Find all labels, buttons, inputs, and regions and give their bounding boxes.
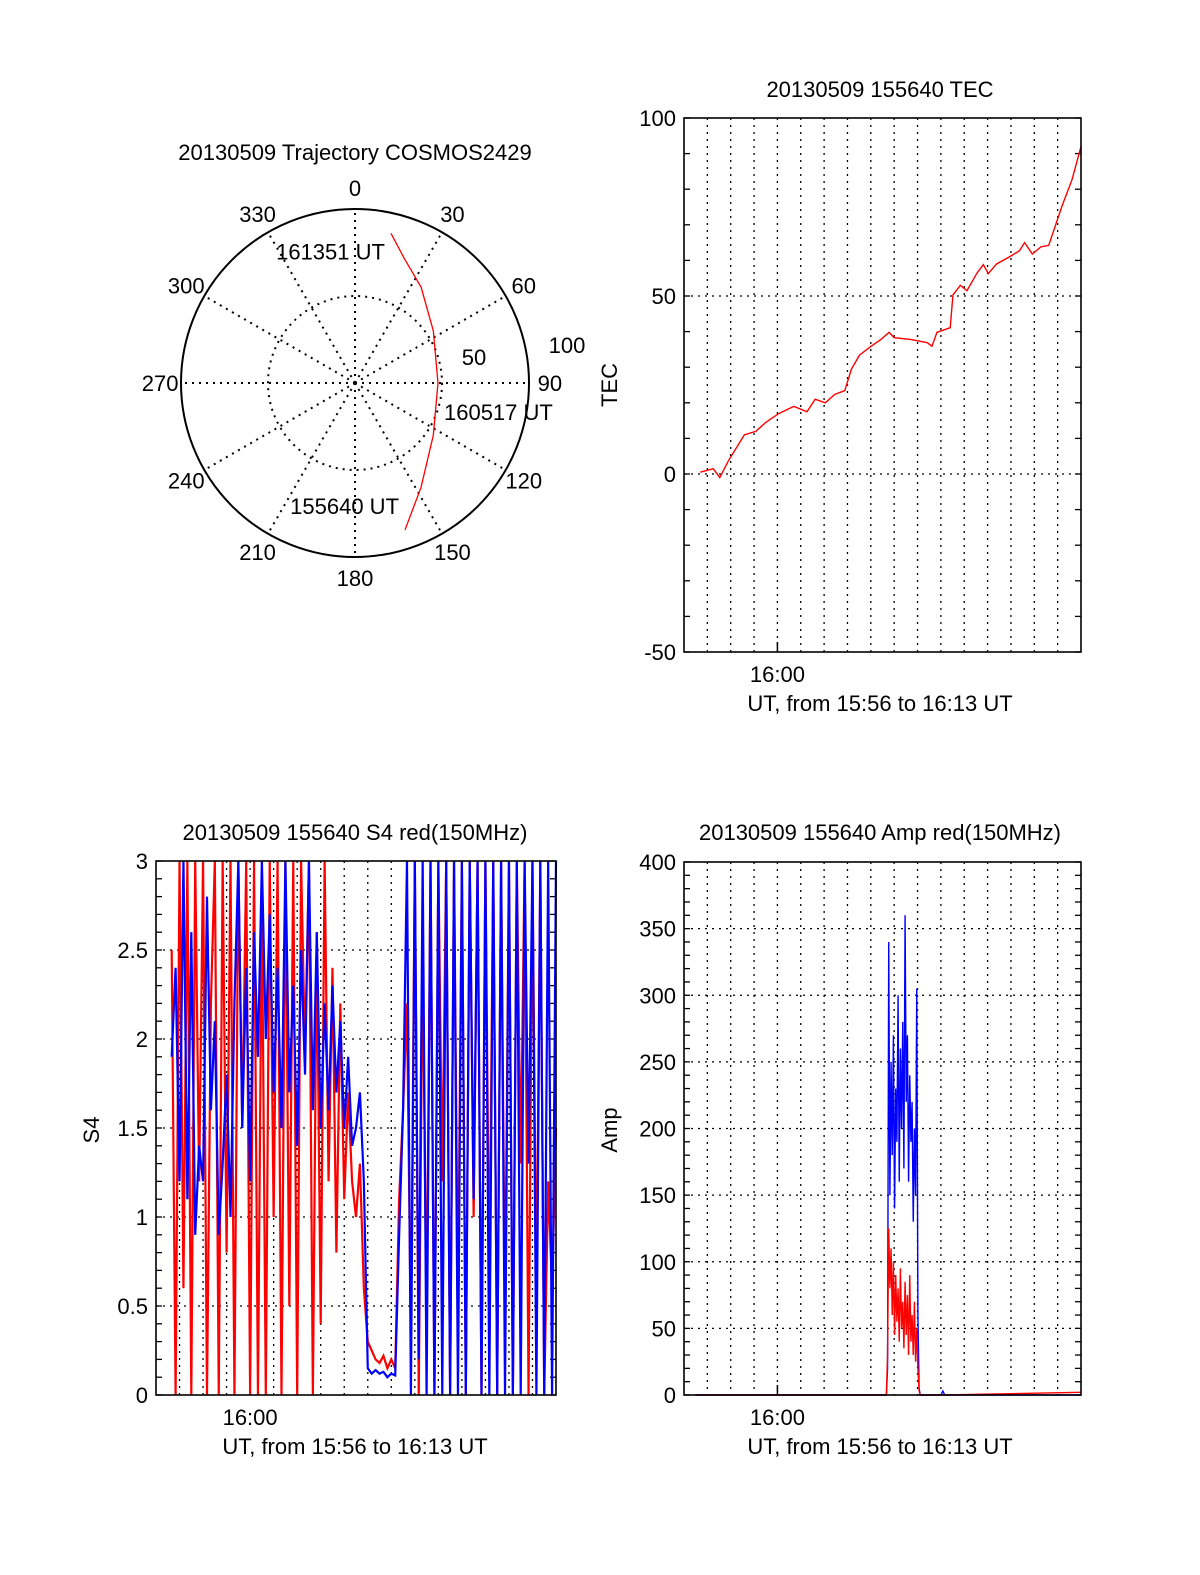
y-tick-label: 400 — [639, 850, 676, 875]
s4-title: 20130509 155640 S4 red(150MHz) — [183, 820, 528, 845]
amp-title: 20130509 155640 Amp red(150MHz) — [699, 820, 1061, 845]
amp-ylabel: Amp — [597, 1107, 622, 1152]
plot-frame — [683, 117, 1082, 653]
y-tick-label: 3 — [136, 849, 148, 874]
y-tick-label: 1.5 — [117, 1116, 148, 1141]
y-tick-label: 1 — [136, 1205, 148, 1230]
y-tick-label: 2.5 — [117, 938, 148, 963]
amp-plot: 20130509 155640 Amp red(150MHz) UT, from… — [597, 820, 1082, 1459]
radial-ring — [267, 295, 443, 471]
series-line-blue — [170, 860, 558, 1396]
azimuth-gridline — [203, 382, 356, 471]
radial-label: 50 — [462, 345, 486, 370]
y-tick-label: 300 — [639, 983, 676, 1008]
azimuth-label: 120 — [505, 468, 542, 493]
x-tick-label: 16:00 — [750, 1405, 805, 1430]
s4-ylabel: S4 — [79, 1117, 104, 1144]
trajectory-time-label: 161351 UT — [276, 239, 385, 264]
trajectory-time-label: 155640 UT — [290, 494, 399, 519]
y-tick-label: 50 — [652, 284, 676, 309]
polar-title: 20130509 Trajectory COSMOS2429 — [178, 140, 531, 165]
y-tick-label: 200 — [639, 1117, 676, 1142]
azimuth-label: 180 — [337, 566, 374, 591]
azimuth-label: 330 — [239, 202, 276, 227]
radial-label: 100 — [549, 333, 586, 358]
amp-xlabel: UT, from 15:56 to 16:13 UT — [747, 1434, 1012, 1459]
y-tick-label: 100 — [639, 106, 676, 131]
plot-frame — [155, 860, 557, 1396]
tec-xlabel: UT, from 15:56 to 16:13 UT — [747, 691, 1012, 716]
azimuth-label: 30 — [440, 202, 464, 227]
y-tick-label: 350 — [639, 917, 676, 942]
tec-ylabel: TEC — [597, 363, 622, 407]
azimuth-label: 240 — [168, 468, 205, 493]
azimuth-label: 270 — [142, 371, 179, 396]
azimuth-gridline — [203, 295, 356, 384]
series-line-red — [695, 1228, 1082, 1396]
tec-plot: 20130509 155640 TEC UT, from 15:56 to 16… — [597, 77, 1082, 716]
y-tick-label: -50 — [644, 640, 676, 665]
tec-title: 20130509 155640 TEC — [766, 77, 993, 102]
azimuth-gridline — [267, 382, 356, 535]
y-tick-label: 150 — [639, 1183, 676, 1208]
azimuth-gridline — [354, 382, 507, 471]
x-tick-label: 16:00 — [223, 1405, 278, 1430]
y-tick-label: 0 — [664, 462, 676, 487]
s4-plot: 20130509 155640 S4 red(150MHz) UT, from … — [79, 820, 558, 1459]
s4-xlabel: UT, from 15:56 to 16:13 UT — [222, 1434, 487, 1459]
y-tick-label: 100 — [639, 1250, 676, 1275]
y-tick-label: 0 — [664, 1383, 676, 1408]
y-tick-label: 250 — [639, 1050, 676, 1075]
series-line-tec — [700, 146, 1082, 479]
azimuth-gridline — [267, 231, 356, 384]
azimuth-label: 150 — [434, 540, 471, 565]
azimuth-gridline — [354, 295, 507, 384]
azimuth-label: 300 — [168, 274, 205, 299]
y-tick-label: 0 — [136, 1383, 148, 1408]
trajectory-line — [390, 232, 439, 531]
radial-ring — [180, 208, 530, 558]
plot-frame — [683, 861, 1082, 1396]
trajectory-time-label: 160517 UT — [444, 400, 553, 425]
y-tick-label: 50 — [652, 1316, 676, 1341]
trajectory-polar-plot: 20130509 Trajectory COSMOS2429 0 30 60 90 12… — [142, 140, 586, 591]
x-tick-label: 16:00 — [750, 662, 805, 687]
azimuth-gridline — [354, 231, 443, 384]
y-tick-label: 2 — [136, 1027, 148, 1052]
azimuth-label: 0 — [349, 176, 361, 201]
azimuth-gridline — [354, 382, 443, 535]
y-tick-label: 0.5 — [117, 1294, 148, 1319]
azimuth-label: 210 — [239, 540, 276, 565]
azimuth-label: 90 — [538, 371, 562, 396]
azimuth-label: 60 — [512, 274, 536, 299]
